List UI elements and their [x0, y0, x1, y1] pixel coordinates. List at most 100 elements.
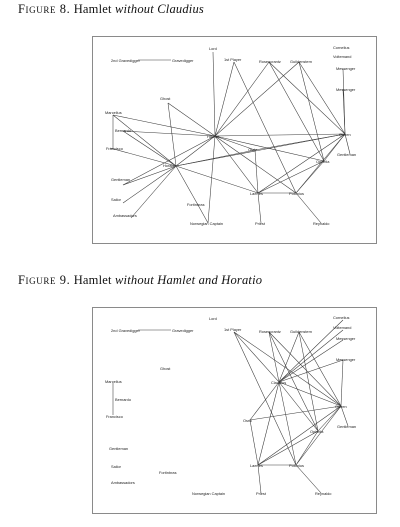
figure-8-caption: Figure 8. Hamlet without Claudius	[18, 2, 204, 17]
edge	[278, 319, 344, 383]
node-rosencrantz: Rosencrantz	[259, 329, 281, 334]
node-ophelia: Ophelia	[316, 159, 330, 164]
node-priest: Priest	[256, 491, 267, 496]
edge	[112, 114, 177, 167]
node-fortinbras: Fortinbras	[159, 470, 177, 475]
edge	[175, 165, 199, 206]
edge	[197, 204, 209, 224]
node-queen: Queen	[335, 404, 347, 409]
node-gentleman-1: Gentleman	[337, 152, 356, 157]
node-lord: Lord	[209, 46, 217, 51]
node-voltemand: Voltemand	[333, 54, 351, 59]
node-guildenstern: Guildenstern	[290, 59, 312, 64]
node-laertes: Laertes	[250, 191, 263, 196]
node-ghost: Ghost	[160, 96, 171, 101]
node-messenger-2: Messenger	[336, 357, 356, 362]
edge	[298, 331, 342, 407]
node-laertes: Laertes	[250, 463, 263, 468]
node-gravedigger: Gravedigger	[172, 58, 194, 63]
edge	[175, 133, 346, 167]
node-norwegian-captain: Norwegian Captain	[192, 491, 225, 496]
edge	[257, 133, 346, 194]
figure-8-title: Hamlet	[73, 2, 112, 16]
figure-9-network-graph: Lord Cornelius Voltemand 2nd Gravedigger…	[105, 315, 356, 496]
node-voltemand: Voltemand	[333, 325, 351, 330]
edge	[175, 149, 256, 167]
edge	[257, 405, 342, 466]
edge	[278, 339, 344, 383]
node-2nd-gravedigger: 2nd Gravedigger	[111, 58, 141, 63]
edge	[295, 160, 325, 194]
figure-9-title: Hamlet	[73, 273, 112, 287]
edge	[214, 61, 300, 137]
edge	[122, 130, 216, 137]
edge	[340, 405, 349, 427]
node-osric: Osric	[243, 418, 252, 423]
edge	[257, 430, 319, 466]
node-gentleman-2: Gentleman	[111, 177, 130, 182]
edge	[298, 61, 325, 162]
edge	[214, 135, 297, 194]
node-polonius: Polonius	[289, 191, 304, 196]
node-lord: Lord	[209, 316, 217, 321]
node-bernardo: Bernardo	[115, 397, 131, 402]
node-cornelius: Cornelius	[333, 315, 349, 320]
edge	[112, 114, 216, 137]
edge	[298, 61, 346, 135]
figure-9-network-panel: Lord Cornelius Voltemand 2nd Gravedigger…	[92, 307, 377, 514]
node-francisco: Francisco	[106, 146, 123, 151]
edge	[249, 419, 259, 466]
edge	[249, 405, 342, 421]
node-ophelia: Ophelia	[310, 429, 324, 434]
edge	[175, 165, 259, 194]
edge	[317, 405, 342, 432]
edge	[122, 165, 177, 186]
edge	[249, 381, 280, 421]
edge	[268, 331, 342, 407]
node-osric: Osric	[248, 147, 257, 152]
edge	[278, 329, 344, 383]
node-ghost: Ghost	[160, 366, 171, 371]
node-priest: Priest	[255, 221, 266, 226]
edge	[212, 51, 216, 137]
figure-9-title-italic: without Hamlet and Horatio	[115, 273, 263, 287]
figure-9-label: Figure 9.	[18, 273, 71, 287]
figure-8-edges	[109, 51, 351, 224]
edge	[340, 359, 344, 407]
figure-9-edges	[112, 319, 349, 494]
edge	[268, 331, 280, 383]
edge	[342, 68, 346, 135]
figure-8-network-graph: Lord Cornelius Voltemand 2nd Gravedigger…	[105, 45, 356, 226]
node-claudius: Claudius	[271, 380, 286, 385]
figure-8-title-italic: without Claudius	[115, 2, 204, 16]
node-gentleman-2: Gentleman	[109, 446, 128, 451]
node-sailor: Sailor	[111, 197, 122, 202]
edge	[295, 405, 342, 466]
figure-9-node-labels: Lord Cornelius Voltemand 2nd Gravedigger…	[105, 315, 356, 496]
edge	[295, 133, 346, 194]
edge	[257, 381, 280, 466]
edge	[109, 147, 177, 167]
node-gravedigger: Gravedigger	[172, 328, 194, 333]
node-reynaldo: Reynaldo	[315, 491, 331, 496]
edge	[295, 464, 322, 494]
edge	[257, 464, 262, 494]
edge	[295, 430, 319, 466]
node-queen: Queen	[339, 132, 351, 137]
edge	[175, 135, 216, 167]
node-cornelius: Cornelius	[333, 45, 349, 50]
edge	[130, 165, 177, 219]
edge	[268, 61, 325, 162]
edge	[254, 133, 346, 151]
edge	[268, 331, 319, 432]
figure-8-network-panel: Lord Cornelius Voltemand 2nd Gravedigger…	[92, 36, 377, 244]
edge	[268, 61, 346, 135]
node-rosencrantz: Rosencrantz	[259, 59, 281, 64]
node-sailor: Sailor	[111, 464, 122, 469]
edge	[214, 133, 346, 137]
node-fortinbras: Fortinbras	[187, 202, 205, 207]
figure-9-caption: Figure 9. Hamlet without Hamlet and Hora…	[18, 273, 262, 288]
node-norwegian-captain: Norwegian Captain	[190, 221, 223, 226]
edge	[344, 133, 351, 155]
edge	[295, 192, 322, 224]
